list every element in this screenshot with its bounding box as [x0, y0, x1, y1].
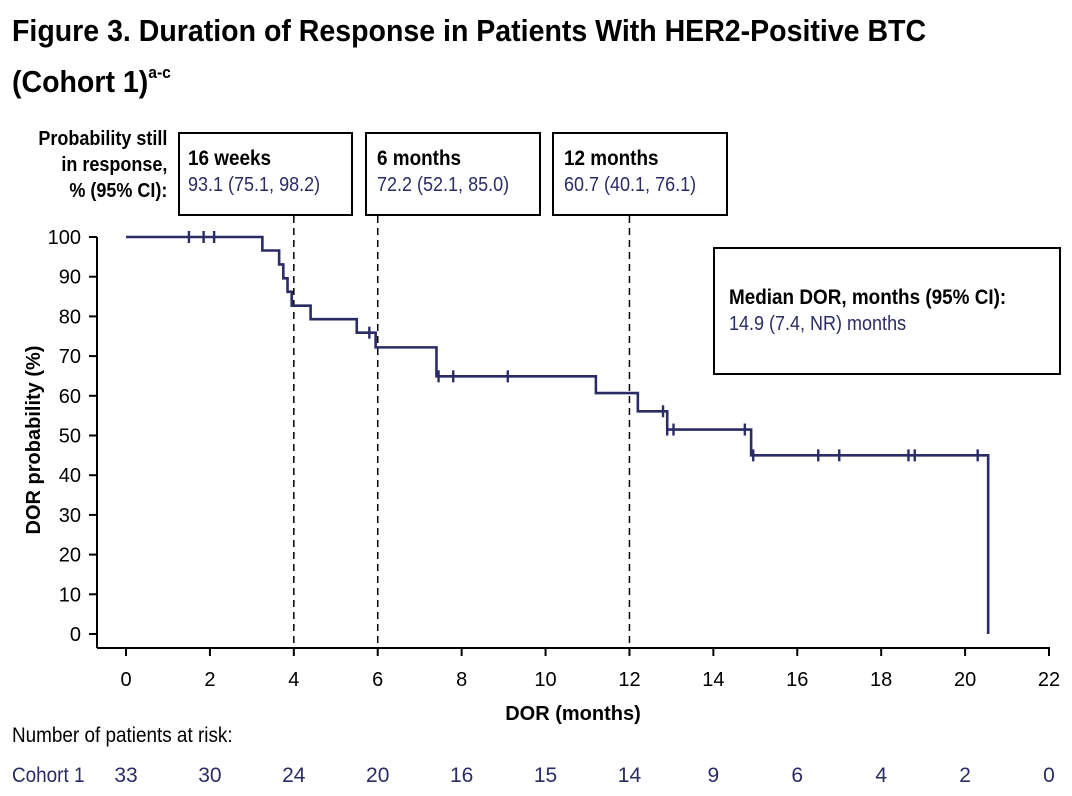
risk-table-title: Number of patients at risk: — [12, 724, 233, 747]
risk-table-value: 20 — [366, 764, 390, 787]
callout-value: 93.1 (75.1, 98.2) — [188, 174, 321, 196]
y-tick-label: 40 — [59, 465, 81, 487]
callout-12-months: 12 months 60.7 (40.1, 76.1) — [552, 132, 728, 216]
risk-table-value: 24 — [282, 764, 306, 787]
y-tick-label: 30 — [59, 505, 81, 527]
x-tick-label: 18 — [870, 669, 892, 691]
risk-table-value: 14 — [617, 764, 642, 787]
x-tick-label: 4 — [288, 669, 299, 691]
x-tick-label: 20 — [954, 669, 976, 691]
x-tick-label: 16 — [786, 669, 808, 691]
figure-title: Figure 3. Duration of Response in Patien… — [12, 10, 978, 103]
y-tick-label: 70 — [59, 346, 81, 368]
callout-heading: 6 months — [377, 147, 462, 170]
risk-table-value: 9 — [707, 764, 720, 787]
risk-table-value: 6 — [791, 764, 804, 787]
y-tick-label: 100 — [48, 227, 81, 249]
x-tick-label: 10 — [534, 669, 556, 691]
risk-table-value: 30 — [198, 764, 222, 787]
x-tick-label: 8 — [456, 669, 467, 691]
y-axis-label: DOR probability (%) — [23, 346, 45, 535]
y-tick-label: 60 — [59, 386, 81, 408]
km-curve — [126, 235, 990, 634]
probability-annotation-label: Probability still in response, % (95% CI… — [38, 126, 167, 204]
callout-6-months: 6 months 72.2 (52.1, 85.0) — [365, 132, 541, 216]
figure-title-superscript: a-c — [148, 63, 171, 82]
y-tick-label: 50 — [59, 426, 81, 448]
y-tick-label: 0 — [70, 624, 81, 646]
callout-value: 72.2 (52.1, 85.0) — [377, 174, 510, 196]
y-tick-label: 80 — [59, 306, 81, 328]
callout-heading: 12 months — [564, 147, 659, 170]
risk-table-row-label: Cohort 1 — [12, 764, 85, 787]
risk-table-value: 33 — [114, 764, 138, 787]
x-axis-label: DOR (months) — [505, 703, 641, 725]
risk-table-value: 15 — [533, 764, 558, 787]
x-tick-label: 14 — [702, 669, 724, 691]
risk-table-value: 0 — [1043, 764, 1055, 787]
risk-table-value: 16 — [449, 764, 474, 787]
callout-16-weeks: 16 weeks 93.1 (75.1, 98.2) — [178, 132, 353, 216]
probability-label-line-1: Probability still — [37, 128, 167, 150]
median-dor-heading: Median DOR, months (95% CI): — [729, 286, 1007, 309]
y-tick-label: 90 — [59, 267, 81, 289]
y-tick-label: 20 — [59, 545, 81, 567]
figure-title-text: Figure 3. Duration of Response in Patien… — [12, 13, 927, 99]
x-tick-label: 12 — [618, 669, 640, 691]
callout-value: 60.7 (40.1, 76.1) — [564, 174, 697, 196]
x-tick-label: 0 — [120, 669, 131, 691]
risk-table-value: 4 — [875, 764, 888, 787]
median-dor-value: 14.9 (7.4, NR) months — [729, 313, 907, 335]
x-tick-label: 2 — [204, 669, 215, 691]
probability-label-line-3: % (95% CI): — [68, 180, 167, 202]
probability-label-line-2: in response, — [60, 154, 167, 176]
median-dor-box: Median DOR, months (95% CI): 14.9 (7.4, … — [713, 247, 1061, 375]
x-tick-label: 22 — [1038, 669, 1060, 691]
x-tick-label: 6 — [372, 669, 383, 691]
y-tick-label: 10 — [59, 584, 81, 606]
risk-table-value: 2 — [959, 764, 971, 787]
callout-heading: 16 weeks — [188, 147, 272, 170]
